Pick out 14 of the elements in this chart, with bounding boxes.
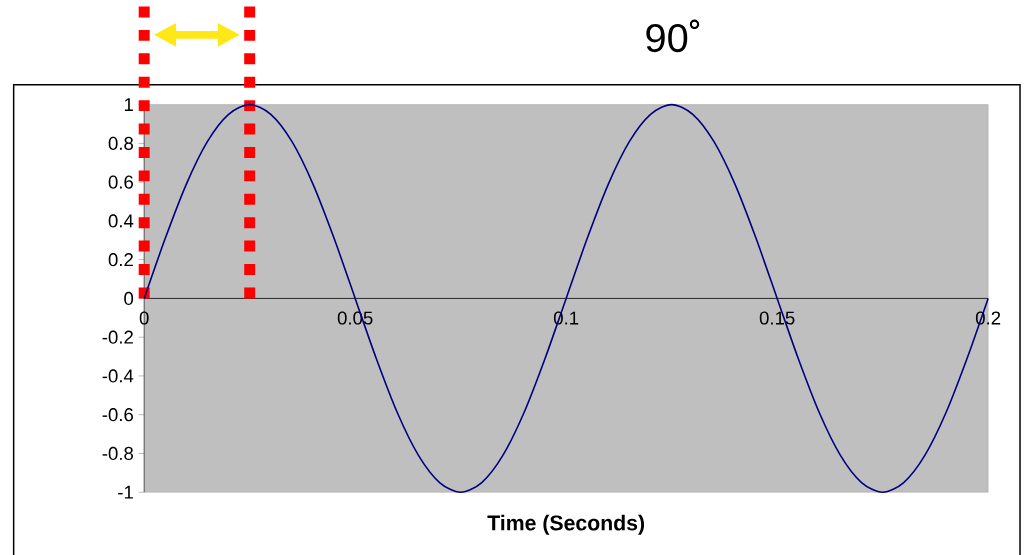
y-tick-label: -0.8 — [102, 446, 134, 461]
x-axis-title: Time (Seconds) — [487, 514, 645, 535]
y-tick-label: 0 — [124, 291, 134, 306]
y-tick-label: -0.4 — [102, 369, 134, 383]
y-tick-label: -0.6 — [102, 408, 133, 422]
y-tick-label: -1 — [118, 485, 133, 499]
y-tick-label: -0.2 — [102, 330, 133, 344]
y-tick-label: 0.4 — [108, 214, 134, 228]
x-tick-label: 0 — [139, 311, 149, 325]
y-tick-label: 0.6 — [108, 175, 133, 189]
text: 90˚ — [646, 19, 700, 53]
y-tick-label: 1 — [124, 98, 133, 112]
y-tick-label: 0.8 — [108, 136, 134, 150]
y-tick-label: 0.2 — [108, 253, 133, 267]
